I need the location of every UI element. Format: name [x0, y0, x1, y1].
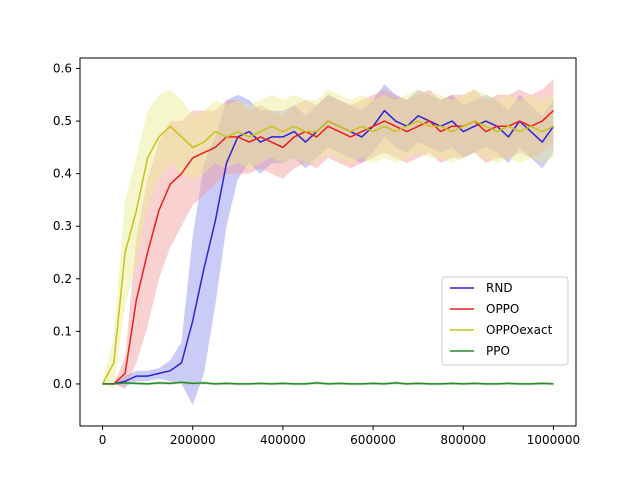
y-tick-label-5: 0.5: [53, 114, 72, 128]
series-line-oppoexact: [101, 120, 554, 385]
band-oppo: [102, 79, 554, 390]
y-tick-label-4: 0.4: [53, 167, 72, 181]
series-line-ppo: [102, 381, 554, 385]
band-oppoexact: [102, 89, 554, 390]
x-tick-label-2: 400000: [260, 433, 306, 447]
x-tick-label-0: 0: [99, 433, 107, 447]
y-tick-label-0: 0.0: [53, 377, 72, 391]
x-tick-label-5: 1000000: [527, 433, 580, 447]
y-axis: 0.0 0.1 0.2 0.3 0.4 0.5 0.6: [53, 62, 80, 391]
y-tick-label-3: 0.3: [53, 219, 72, 233]
band-rnd: [102, 84, 554, 406]
x-tick-label-4: 800000: [440, 433, 486, 447]
y-tick-label-6: 0.6: [53, 62, 72, 76]
legend-label-oppo: OPPO: [486, 302, 519, 316]
x-tick-label-3: 600000: [350, 433, 396, 447]
series-lines: [101, 109, 555, 385]
legend-label-ppo: PPO: [486, 344, 510, 358]
x-tick-label-1: 200000: [170, 433, 216, 447]
legend-label-rnd: RND: [486, 281, 513, 295]
legend-box: [441, 276, 569, 366]
x-axis: 0 200000 400000 600000 800000 1000000: [99, 426, 580, 447]
y-tick-label-2: 0.2: [53, 272, 72, 286]
legend-label-oppoexact: OPPOexact: [486, 323, 553, 337]
plot-frame: [79, 57, 577, 427]
y-tick-label-1: 0.1: [53, 324, 72, 338]
series-line-oppo: [102, 110, 555, 385]
legend: RND OPPO OPPOexact PPO: [441, 276, 569, 366]
